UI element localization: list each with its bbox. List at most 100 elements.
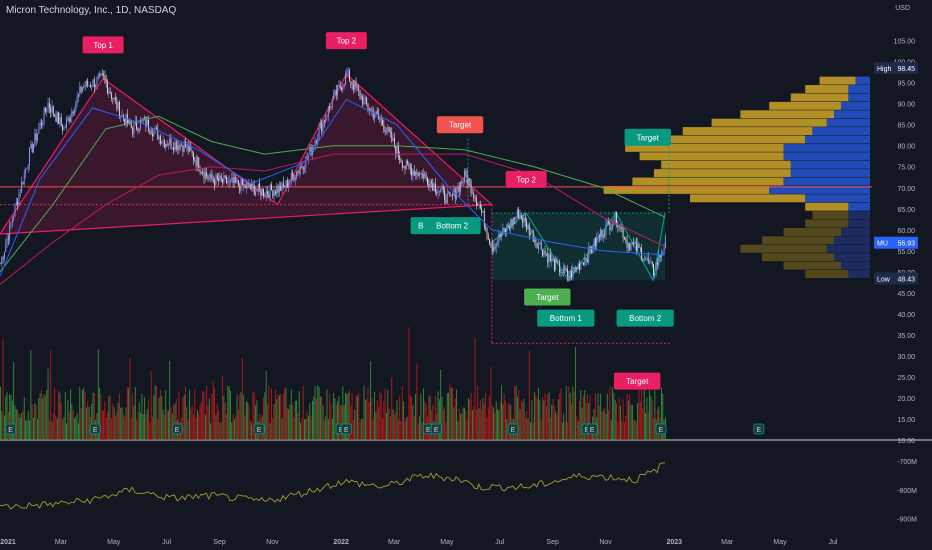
earnings-marker xyxy=(586,423,598,435)
candle-body xyxy=(178,145,180,150)
candle-body xyxy=(360,96,362,99)
volume-bar xyxy=(175,398,177,440)
volume-bar xyxy=(216,403,218,440)
volume-bar xyxy=(493,407,495,440)
volume-bar xyxy=(132,393,134,440)
volume-bar xyxy=(236,394,238,440)
volume-bar xyxy=(290,389,292,440)
volume-bar xyxy=(298,391,300,440)
pattern-label-text: Top 1 xyxy=(93,41,113,50)
candle-body xyxy=(322,121,324,132)
candle-body xyxy=(280,185,282,191)
x-tick-label: Jul xyxy=(828,539,837,546)
volume-bar xyxy=(2,339,4,440)
volume-bar xyxy=(417,423,419,440)
candle-body xyxy=(121,115,123,116)
volume-bar xyxy=(150,370,152,440)
candle-body xyxy=(399,155,401,160)
price-tick-label: 35.00 xyxy=(897,333,915,340)
candle-body xyxy=(64,127,66,128)
volume-bar xyxy=(39,393,41,440)
candle-body xyxy=(18,193,20,205)
candle-body xyxy=(301,166,303,168)
candle-body xyxy=(58,112,60,125)
volume-bar xyxy=(530,422,532,440)
candle-body xyxy=(286,180,288,188)
volume-profile-up-bar xyxy=(812,211,849,220)
volume-bar xyxy=(118,393,120,440)
volume-bar xyxy=(645,413,647,440)
volume-bar xyxy=(563,413,565,440)
volume-bar xyxy=(169,360,171,440)
volume-bar xyxy=(520,400,522,440)
volume-bar xyxy=(52,412,54,440)
candle-body xyxy=(403,166,405,168)
volume-bar xyxy=(367,387,369,440)
volume-bar xyxy=(495,401,497,440)
volume-profile-down-bar xyxy=(783,152,870,161)
candle-body xyxy=(282,182,284,187)
candles xyxy=(0,66,666,282)
candle-body xyxy=(305,156,307,168)
candle-body xyxy=(199,170,201,173)
candle-body xyxy=(346,73,348,74)
candle-body xyxy=(491,244,493,252)
pattern-label-text: Bottom 2 xyxy=(436,222,469,231)
volume-profile-down-bar xyxy=(848,85,870,93)
volume-bar xyxy=(144,397,145,440)
candle-body xyxy=(419,173,420,177)
volume-bar xyxy=(241,357,243,440)
candle-body xyxy=(512,218,514,225)
volume-bar xyxy=(386,412,387,440)
candle-body xyxy=(335,90,337,96)
candle-body xyxy=(397,145,399,156)
volume-bar xyxy=(103,410,105,440)
volume-bar xyxy=(343,405,345,440)
x-tick-label: Nov xyxy=(266,539,279,546)
volume-profile-down-bar xyxy=(783,177,870,186)
volume-bar xyxy=(193,414,194,440)
volume-profile-up-bar xyxy=(711,118,827,127)
candle-body xyxy=(257,183,259,191)
volume-profile-up-bar xyxy=(654,169,791,178)
volume-profile-up-bar xyxy=(625,143,784,152)
volume-bar xyxy=(597,393,599,440)
volume-bar xyxy=(397,419,399,440)
candle-body xyxy=(92,79,94,87)
candle-body xyxy=(140,119,142,129)
candle-body xyxy=(171,147,173,149)
volume-bar xyxy=(285,387,287,440)
candle-body xyxy=(432,183,434,191)
candle-body xyxy=(321,123,323,132)
candle-body xyxy=(309,146,311,155)
candle-body xyxy=(224,175,226,177)
candle-body xyxy=(434,183,436,192)
volume-bar xyxy=(473,406,475,440)
candle-body xyxy=(244,184,246,189)
candle-body xyxy=(2,257,4,259)
candle-body xyxy=(35,133,37,141)
candle-body xyxy=(342,85,344,90)
volume-bar xyxy=(173,405,175,440)
candle-body xyxy=(622,228,624,239)
candle-body xyxy=(354,81,356,90)
candle-body xyxy=(323,121,325,122)
candle-body xyxy=(315,141,317,144)
pattern-label-text: Bottom 1 xyxy=(550,314,583,323)
volume-bar xyxy=(269,422,271,440)
candle-body xyxy=(404,166,406,169)
price-tick-label: 95.00 xyxy=(897,81,915,88)
candle-body xyxy=(116,99,118,109)
volume-bar xyxy=(542,396,543,440)
price-marker-label: MU xyxy=(877,241,888,248)
candle-body xyxy=(608,221,610,223)
volume-profile-up-bar xyxy=(805,270,849,278)
price-tick-label: 70.00 xyxy=(897,186,915,193)
candle-body xyxy=(389,131,391,133)
candle-body xyxy=(375,111,377,116)
earnings-marker-label: E xyxy=(344,427,349,434)
candle-body xyxy=(208,178,210,180)
volume-profile-up-bar xyxy=(790,93,849,102)
earnings-marker xyxy=(89,423,101,435)
